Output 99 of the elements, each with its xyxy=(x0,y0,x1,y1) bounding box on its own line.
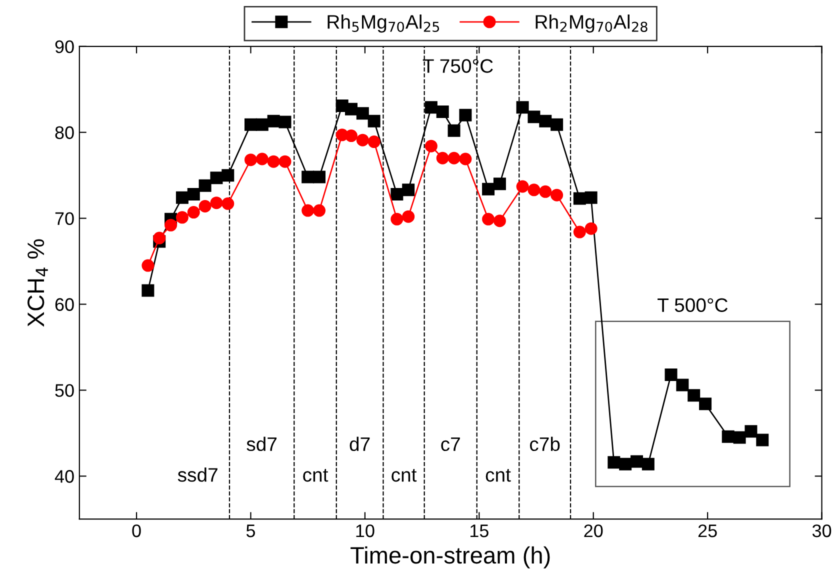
point xyxy=(448,152,460,164)
annotation: c7b xyxy=(530,436,560,452)
point xyxy=(267,155,280,168)
point xyxy=(424,101,438,114)
point xyxy=(142,284,154,297)
legend-label: Rh$_{5}$Mg$_{70}$Al$_{25}$ xyxy=(328,14,440,33)
annotation: cnt xyxy=(303,469,328,482)
x-tick-label: 30 xyxy=(812,524,832,538)
point xyxy=(344,130,358,142)
point xyxy=(688,389,700,402)
point xyxy=(573,226,586,238)
point xyxy=(278,155,292,168)
point xyxy=(267,114,280,128)
point xyxy=(198,200,212,213)
point xyxy=(153,232,166,244)
y-tick-label: 80 xyxy=(55,126,74,140)
point xyxy=(528,110,540,124)
y-tick-label: 90 xyxy=(55,40,74,54)
point xyxy=(539,185,552,198)
point xyxy=(402,210,415,223)
point xyxy=(493,214,506,228)
annotation: d7 xyxy=(350,436,370,452)
point xyxy=(722,430,734,443)
point xyxy=(390,212,404,226)
x-tick-label: 20 xyxy=(584,524,603,538)
point xyxy=(368,136,380,148)
point xyxy=(210,172,223,184)
point xyxy=(256,118,268,131)
point xyxy=(142,259,154,272)
point xyxy=(256,152,268,166)
annotation: c7 xyxy=(441,437,460,452)
point xyxy=(302,204,314,217)
point xyxy=(528,184,540,196)
point xyxy=(448,124,460,137)
point xyxy=(608,456,620,469)
point xyxy=(550,118,564,131)
point xyxy=(756,434,769,446)
point xyxy=(368,114,380,128)
annotation: T 500°C xyxy=(658,298,728,312)
y-axis-title: XCH$_{4}$ % xyxy=(27,239,48,327)
point xyxy=(619,458,632,470)
y-tick-label: 60 xyxy=(55,298,74,311)
annotation: sd7 xyxy=(246,436,277,452)
x-tick-label: 0 xyxy=(132,524,141,538)
point xyxy=(516,101,529,114)
legend-label: Rh$_{2}$Mg$_{70}$Al$_{28}$ xyxy=(536,14,648,33)
annotation: ssd7 xyxy=(178,467,218,482)
point xyxy=(210,196,223,210)
point xyxy=(436,105,449,118)
annotation: cnt xyxy=(392,469,417,482)
point xyxy=(459,108,472,122)
point xyxy=(676,378,689,392)
point xyxy=(699,398,712,410)
point xyxy=(642,458,654,470)
y-tick-label: 40 xyxy=(54,470,74,483)
x-tick-label: 25 xyxy=(698,524,717,538)
point xyxy=(733,431,746,444)
point xyxy=(176,211,188,224)
point xyxy=(482,182,495,196)
point xyxy=(356,134,369,146)
point xyxy=(424,140,438,152)
point xyxy=(187,206,200,219)
point xyxy=(164,218,178,232)
point xyxy=(222,169,234,182)
y-tick-label: 50 xyxy=(55,384,74,397)
point xyxy=(493,178,506,190)
point xyxy=(459,152,472,166)
annotation: cnt xyxy=(486,469,511,482)
point xyxy=(313,170,326,184)
point xyxy=(344,102,358,116)
point xyxy=(664,368,678,381)
annotation: T 750°C xyxy=(422,59,493,73)
point xyxy=(302,170,314,184)
y-tick-label: 70 xyxy=(55,212,74,226)
point xyxy=(436,152,449,164)
point xyxy=(550,188,564,202)
point xyxy=(482,212,495,226)
point xyxy=(356,107,369,120)
point xyxy=(244,118,257,131)
point xyxy=(539,114,552,128)
point xyxy=(573,192,586,205)
x-tick-label: 15 xyxy=(470,524,488,538)
point xyxy=(278,116,292,128)
point xyxy=(584,191,598,204)
point xyxy=(198,179,212,192)
point xyxy=(187,188,200,200)
point xyxy=(630,455,644,468)
point xyxy=(176,191,188,204)
x-tick-label: 5 xyxy=(246,524,255,538)
x-tick-label: 10 xyxy=(356,524,374,538)
point xyxy=(584,222,598,235)
point xyxy=(516,180,529,193)
point xyxy=(744,425,758,438)
point xyxy=(313,204,326,217)
point xyxy=(222,197,234,210)
point xyxy=(390,188,404,200)
point xyxy=(402,184,415,196)
point xyxy=(244,154,257,166)
x-axis-title: Time-on-stream (h) xyxy=(350,546,550,568)
